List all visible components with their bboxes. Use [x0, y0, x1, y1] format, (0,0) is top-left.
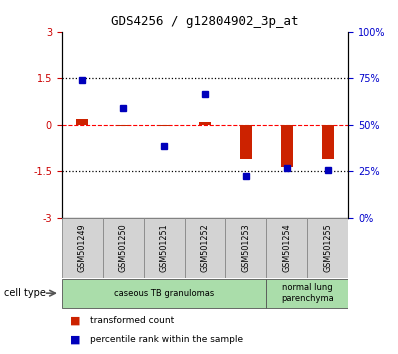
Bar [76, 119, 88, 125]
Text: cell type: cell type [4, 288, 46, 298]
Bar [266, 280, 348, 308]
Bar [199, 122, 211, 125]
Text: GSM501254: GSM501254 [282, 223, 291, 272]
Bar [307, 218, 348, 278]
Text: ■: ■ [70, 315, 80, 325]
Bar [62, 218, 103, 278]
Bar [240, 125, 252, 159]
Text: GSM501253: GSM501253 [242, 223, 250, 272]
Bar [322, 125, 334, 159]
Bar [266, 218, 307, 278]
Text: transformed count: transformed count [90, 316, 174, 325]
Text: GSM501255: GSM501255 [323, 223, 332, 272]
Text: GSM501251: GSM501251 [160, 223, 168, 272]
Text: GSM501249: GSM501249 [78, 223, 87, 272]
Bar [225, 218, 266, 278]
Text: ■: ■ [70, 335, 80, 345]
Title: GDS4256 / g12804902_3p_at: GDS4256 / g12804902_3p_at [111, 15, 299, 28]
Bar [144, 218, 185, 278]
Bar [103, 218, 144, 278]
Text: percentile rank within the sample: percentile rank within the sample [90, 335, 243, 344]
Text: GSM501250: GSM501250 [119, 223, 128, 272]
Text: GSM501252: GSM501252 [201, 223, 209, 272]
Bar [62, 280, 266, 308]
Bar [281, 125, 293, 167]
Text: caseous TB granulomas: caseous TB granulomas [114, 289, 214, 298]
Bar [185, 218, 225, 278]
Text: normal lung
parenchyma: normal lung parenchyma [281, 284, 334, 303]
Bar [158, 125, 170, 126]
Bar [117, 125, 129, 126]
